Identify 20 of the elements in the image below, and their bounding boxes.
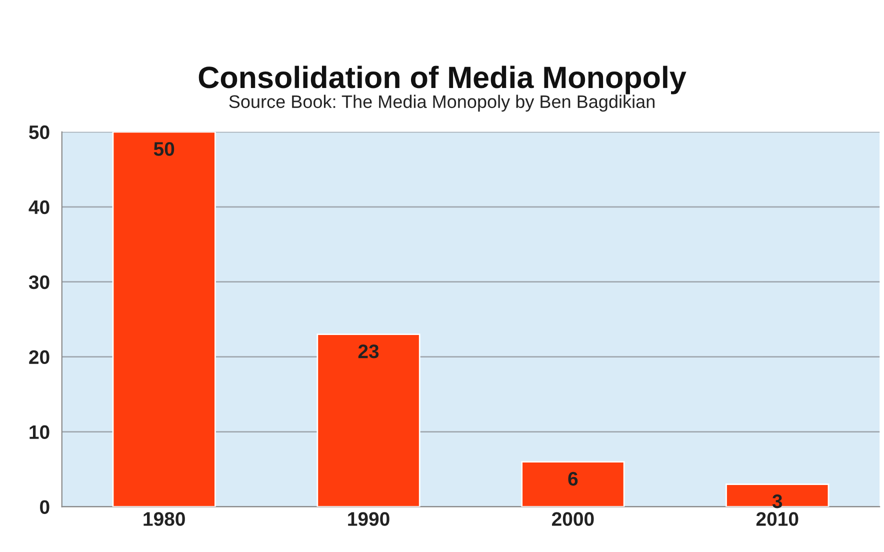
y-tick-label: 20 bbox=[29, 350, 50, 364]
x-tick-label: 1990 bbox=[348, 512, 390, 526]
chart-title: Consolidation of Media Monopoly bbox=[198, 66, 686, 94]
y-tick-label: 50 bbox=[29, 125, 50, 140]
x-tick-label: 1980 bbox=[144, 512, 185, 526]
bar bbox=[726, 484, 830, 507]
data-label: 50 bbox=[154, 142, 174, 156]
data-label: 23 bbox=[358, 344, 379, 358]
x-tick-label: 2000 bbox=[552, 512, 594, 526]
data-label: 3 bbox=[772, 494, 782, 508]
x-tick-label: 2010 bbox=[756, 512, 798, 526]
chart-subtitle: Source Book: The Media Monopoly by Ben Bagdikian bbox=[229, 94, 654, 112]
y-tick-label: 10 bbox=[30, 425, 50, 440]
data-label: 6 bbox=[568, 472, 578, 486]
y-tick-label: 0 bbox=[40, 500, 50, 514]
bar bbox=[112, 132, 216, 507]
bar bbox=[316, 334, 420, 507]
bar bbox=[521, 461, 625, 507]
y-tick-label: 30 bbox=[28, 275, 50, 290]
y-tick-label: 40 bbox=[28, 200, 50, 214]
